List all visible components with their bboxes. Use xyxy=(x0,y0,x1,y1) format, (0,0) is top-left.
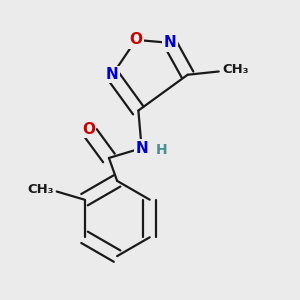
Text: CH₃: CH₃ xyxy=(222,63,248,76)
Text: CH₃: CH₃ xyxy=(27,183,53,196)
Text: O: O xyxy=(129,32,142,47)
Text: N: N xyxy=(135,141,148,156)
Text: O: O xyxy=(82,122,95,137)
Text: N: N xyxy=(164,35,176,50)
Text: N: N xyxy=(106,67,119,82)
Text: H: H xyxy=(155,143,167,157)
